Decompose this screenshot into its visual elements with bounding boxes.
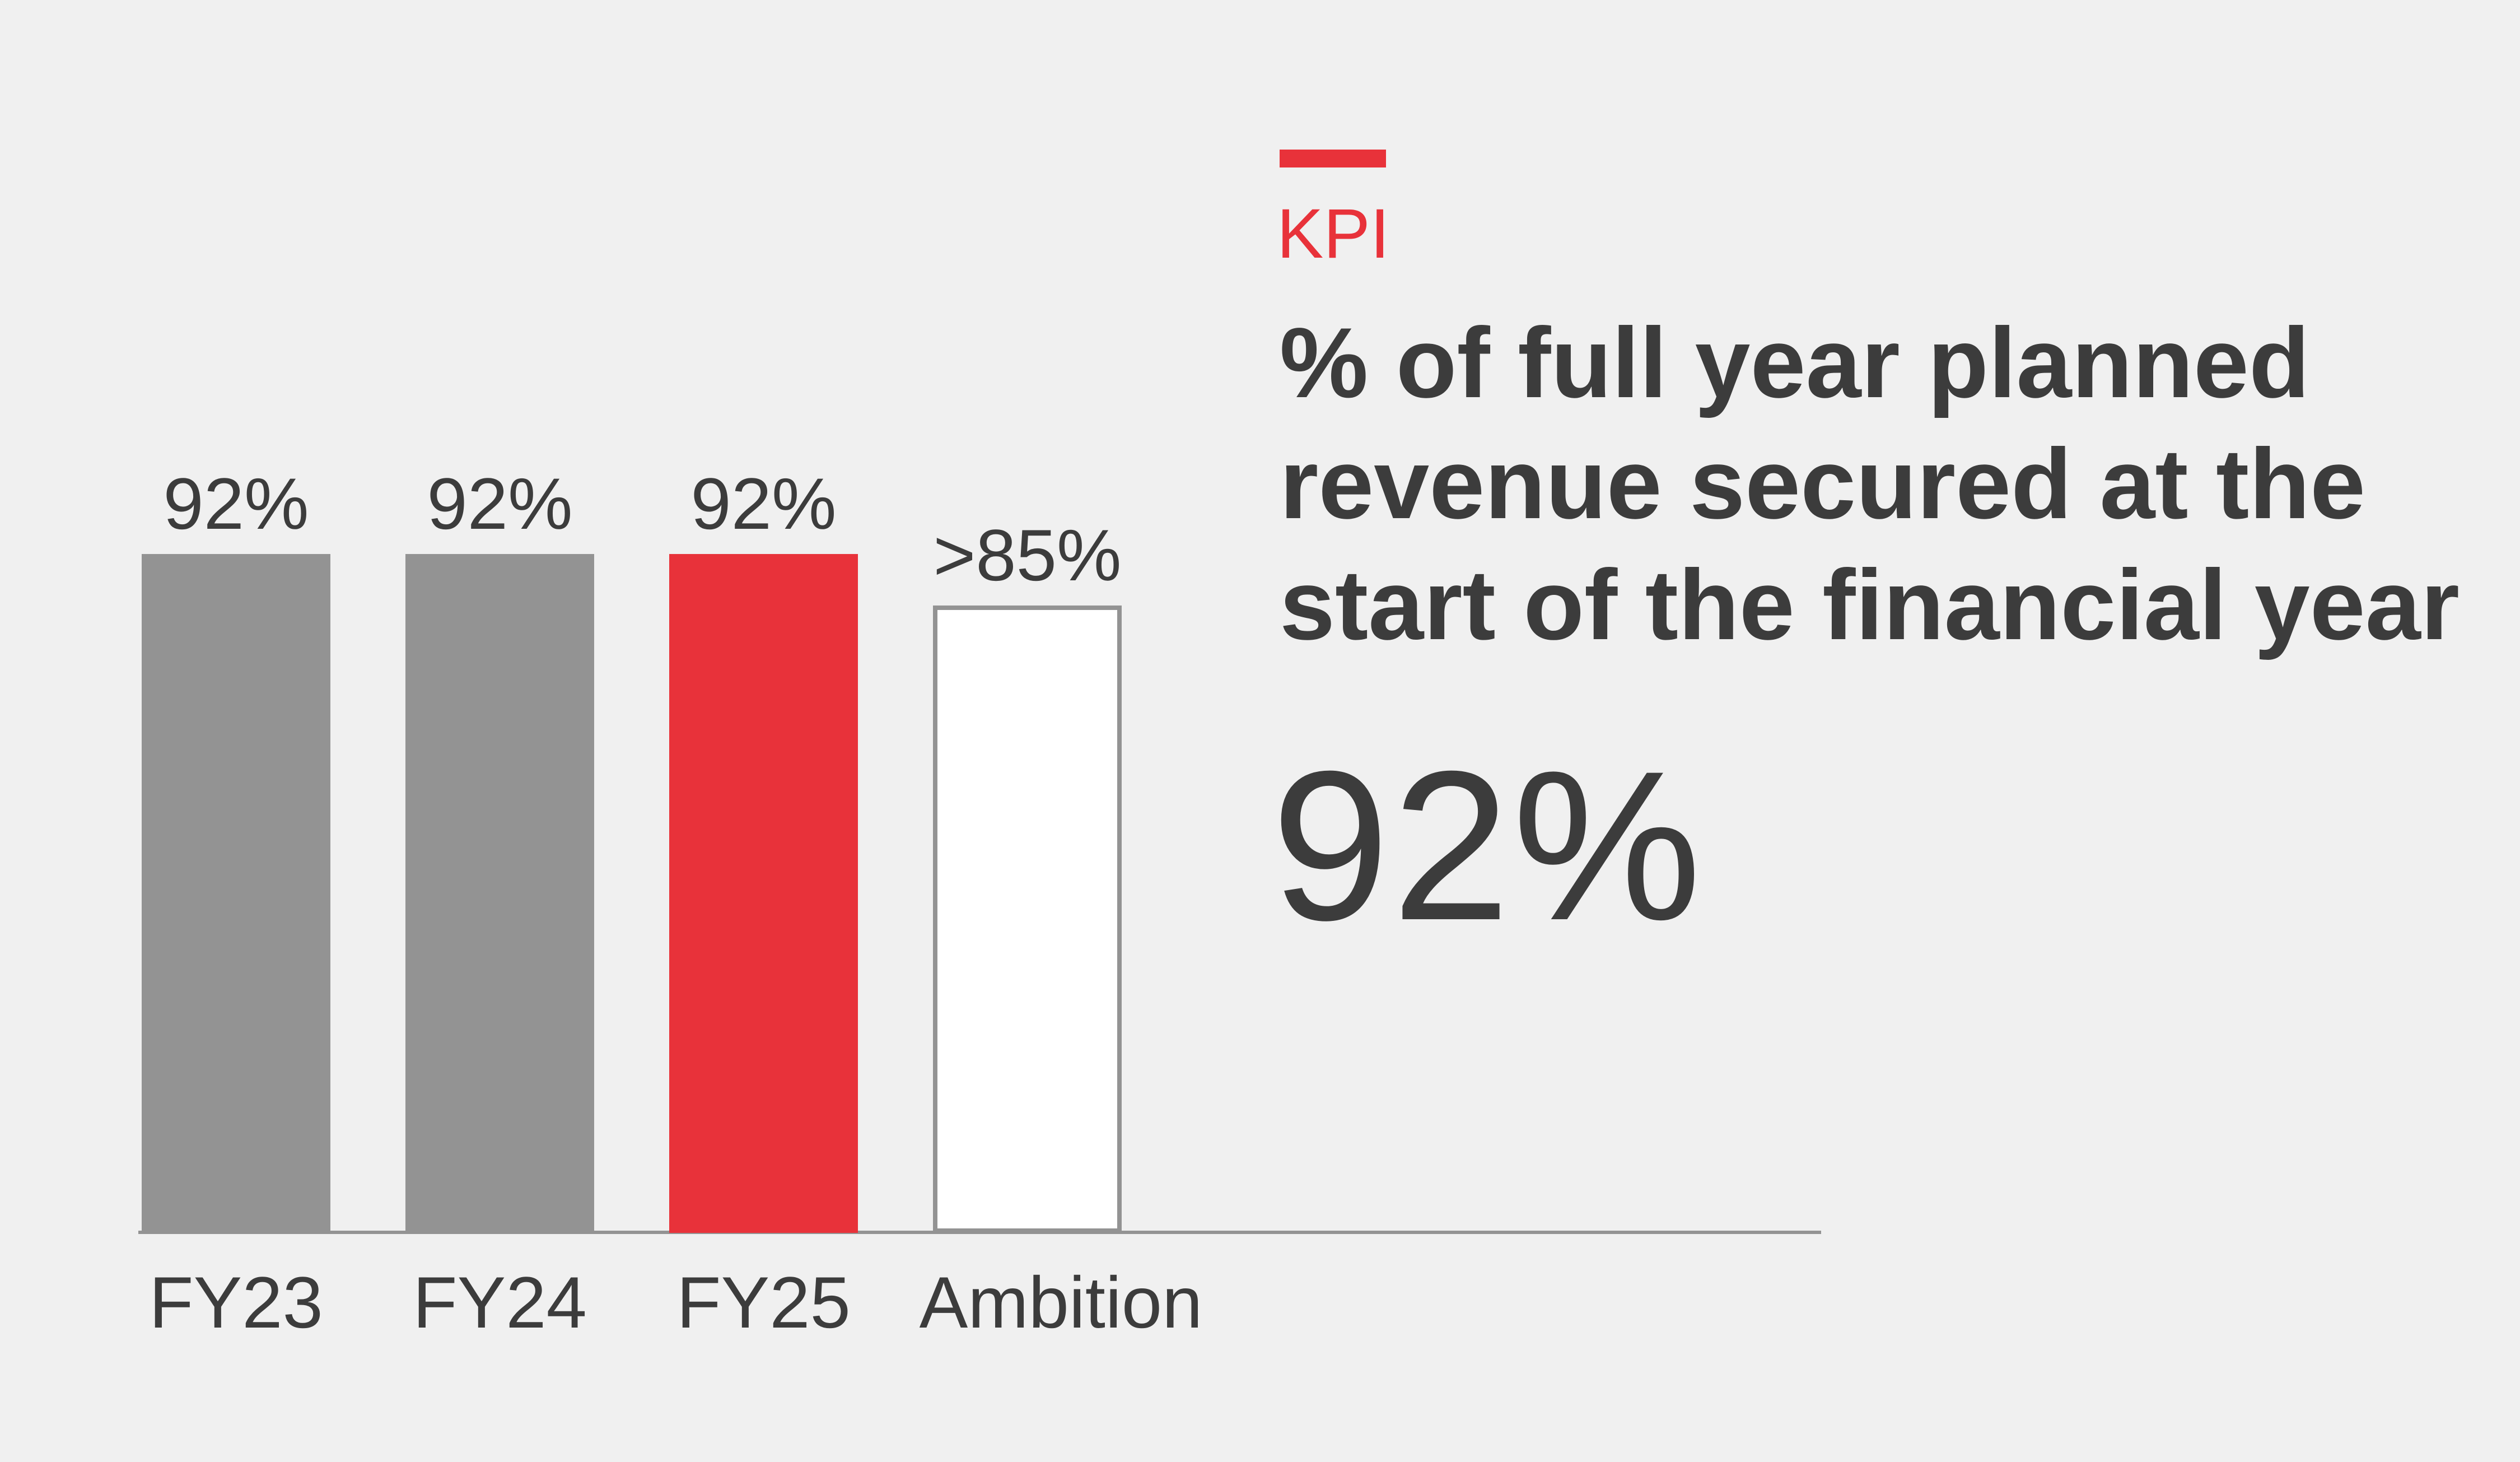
bar [142,554,330,1233]
bar [669,554,858,1233]
x-tick-label: FY23 [149,1261,323,1343]
x-tick-label: Ambition [920,1261,1203,1343]
chart-title: % of full year planned revenue secured a… [1280,307,2460,660]
bar [405,554,594,1233]
headline-value: 92% [1271,727,1704,965]
value-label: 92% [427,463,572,544]
accent-bar [1280,150,1386,167]
x-tick-label: FY25 [676,1261,851,1343]
x-tick-label: FY24 [413,1261,587,1343]
value-label: >85% [933,514,1121,596]
value-label: 92% [690,463,836,544]
value-label: 92% [163,463,309,544]
kpi-label: KPI [1277,195,1390,273]
bar [933,605,1122,1233]
